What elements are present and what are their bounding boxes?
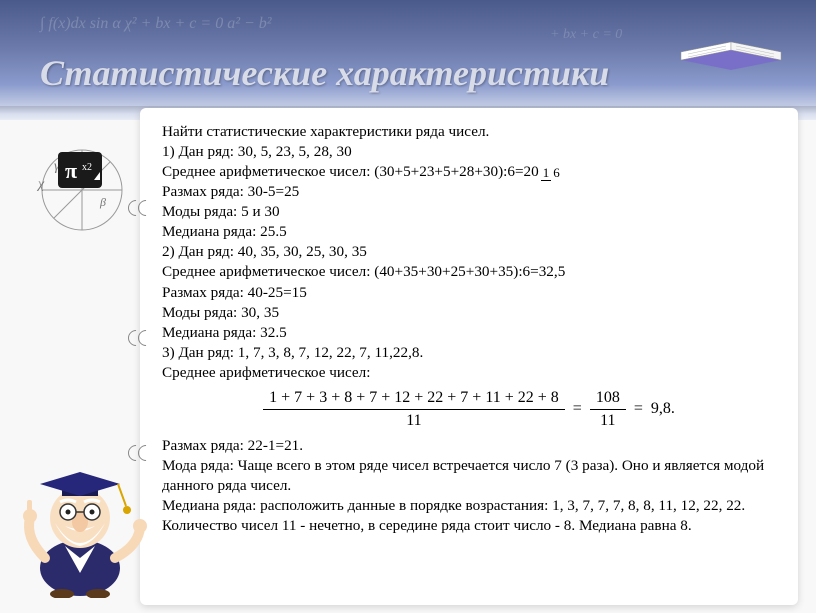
ex3-equation: 1 + 7 + 3 + 8 + 7 + 12 + 22 + 7 + 11 + 2… [162, 387, 776, 432]
ex3-mode: Мода ряда: Чаще всего в этом ряде чисел … [162, 456, 776, 496]
ex2-modes: Моды ряда: 30, 35 [162, 303, 776, 323]
ex3-given: 3) Дан ряд: 1, 7, 3, 8, 7, 12, 22, 7, 11… [162, 343, 776, 363]
notebook-spiral-icon [128, 200, 158, 214]
ex3-result: 9,8. [651, 400, 675, 418]
ex2-given: 2) Дан ряд: 40, 35, 30, 25, 30, 35 [162, 242, 776, 262]
ex1-mean-prefix: Среднее арифметическое чисел: (30+5+23+5… [162, 163, 539, 180]
content-card: Найти статистические характеристики ряда… [140, 108, 798, 605]
slide-title: Статистические характеристики [40, 52, 609, 94]
ex3-median1: Медиана ряда: расположить данные в поряд… [162, 496, 776, 516]
ex3-mean-label: Среднее арифметическое чисел: [162, 363, 776, 383]
ex1-given: 1) Дан ряд: 30, 5, 23, 5, 28, 30 [162, 142, 776, 162]
math-symbols-icon: χ γ β π x2 [10, 130, 130, 250]
ex3-median2: Количество чисел 11 - нечетно, в середин… [162, 516, 776, 536]
ex1-median: Медиана ряда: 25.5 [162, 222, 776, 242]
ex2-range: Размах ряда: 40-25=15 [162, 283, 776, 303]
notebook-spiral-icon [128, 330, 158, 344]
book-icon [676, 10, 786, 85]
equals-sign: = [634, 400, 643, 418]
fraction: 1 + 7 + 3 + 8 + 7 + 12 + 22 + 7 + 11 + 2… [263, 387, 565, 432]
svg-text:β: β [99, 195, 106, 209]
svg-text:∫ f(x)dx sin α χ² + bx +: ∫ f(x)dx sin α χ² + bx + c = 0 a² − b² [39, 15, 273, 33]
svg-text:+ bx + c = 0: + bx + c = 0 [550, 27, 622, 42]
equals-sign: = [573, 400, 582, 418]
professor-cartoon-icon [10, 428, 150, 603]
svg-text:π: π [65, 158, 77, 183]
fraction: 16 [541, 166, 562, 179]
ex3-range: Размах ряда: 22-1=21. [162, 436, 776, 456]
ex1-modes: Моды ряда: 5 и 30 [162, 202, 776, 222]
fraction: 108 11 [590, 387, 626, 432]
ex2-mean: Среднее арифметическое чисел: (40+35+30+… [162, 262, 776, 282]
intro-text: Найти статистические характеристики ряда… [162, 122, 776, 142]
svg-text:x2: x2 [82, 162, 92, 173]
ex2-median: Медиана ряда: 32.5 [162, 323, 776, 343]
ex1-mean: Среднее арифметическое чисел: (30+5+23+5… [162, 162, 776, 182]
ex1-range: Размах ряда: 30-5=25 [162, 182, 776, 202]
svg-text:χ: χ [36, 177, 45, 192]
